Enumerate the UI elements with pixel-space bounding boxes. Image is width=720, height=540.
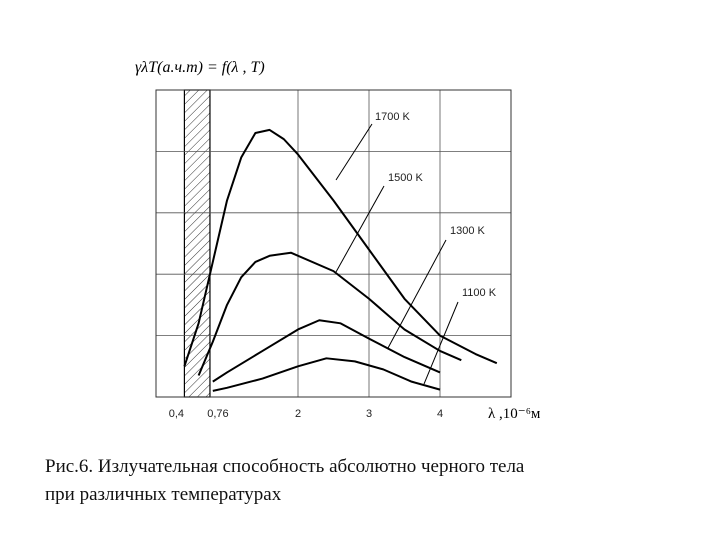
x-tick-label: 0,4 (169, 408, 184, 420)
x-tick-label: 3 (366, 408, 372, 420)
caption-line: Рис.6. Излучательная способность абсолют… (45, 456, 525, 477)
leader-line (423, 301, 459, 385)
curve (197, 251, 462, 376)
series-label: 1500 K (388, 172, 424, 184)
curve (183, 128, 498, 367)
series-label: 1300 K (450, 225, 486, 237)
x-tick-label: 4 (437, 408, 443, 420)
plot-frame (155, 89, 512, 398)
y-axis-label: γλT(а.ч.т) = f(λ , T) (135, 59, 265, 76)
leader-line (335, 185, 385, 273)
caption-line: при различных температурах (45, 484, 282, 505)
series-label: 1700 K (375, 111, 411, 123)
series-label: 1100 K (462, 287, 497, 299)
curve (212, 319, 441, 383)
curve (212, 357, 441, 392)
leader-line (387, 239, 447, 349)
x-axis-label: λ ,10⁻⁶м (488, 406, 541, 422)
leader-line (335, 123, 373, 181)
x-tick-label: 0,76 (207, 408, 228, 420)
x-tick-label: 2 (295, 408, 301, 420)
visible-band (183, 89, 211, 398)
